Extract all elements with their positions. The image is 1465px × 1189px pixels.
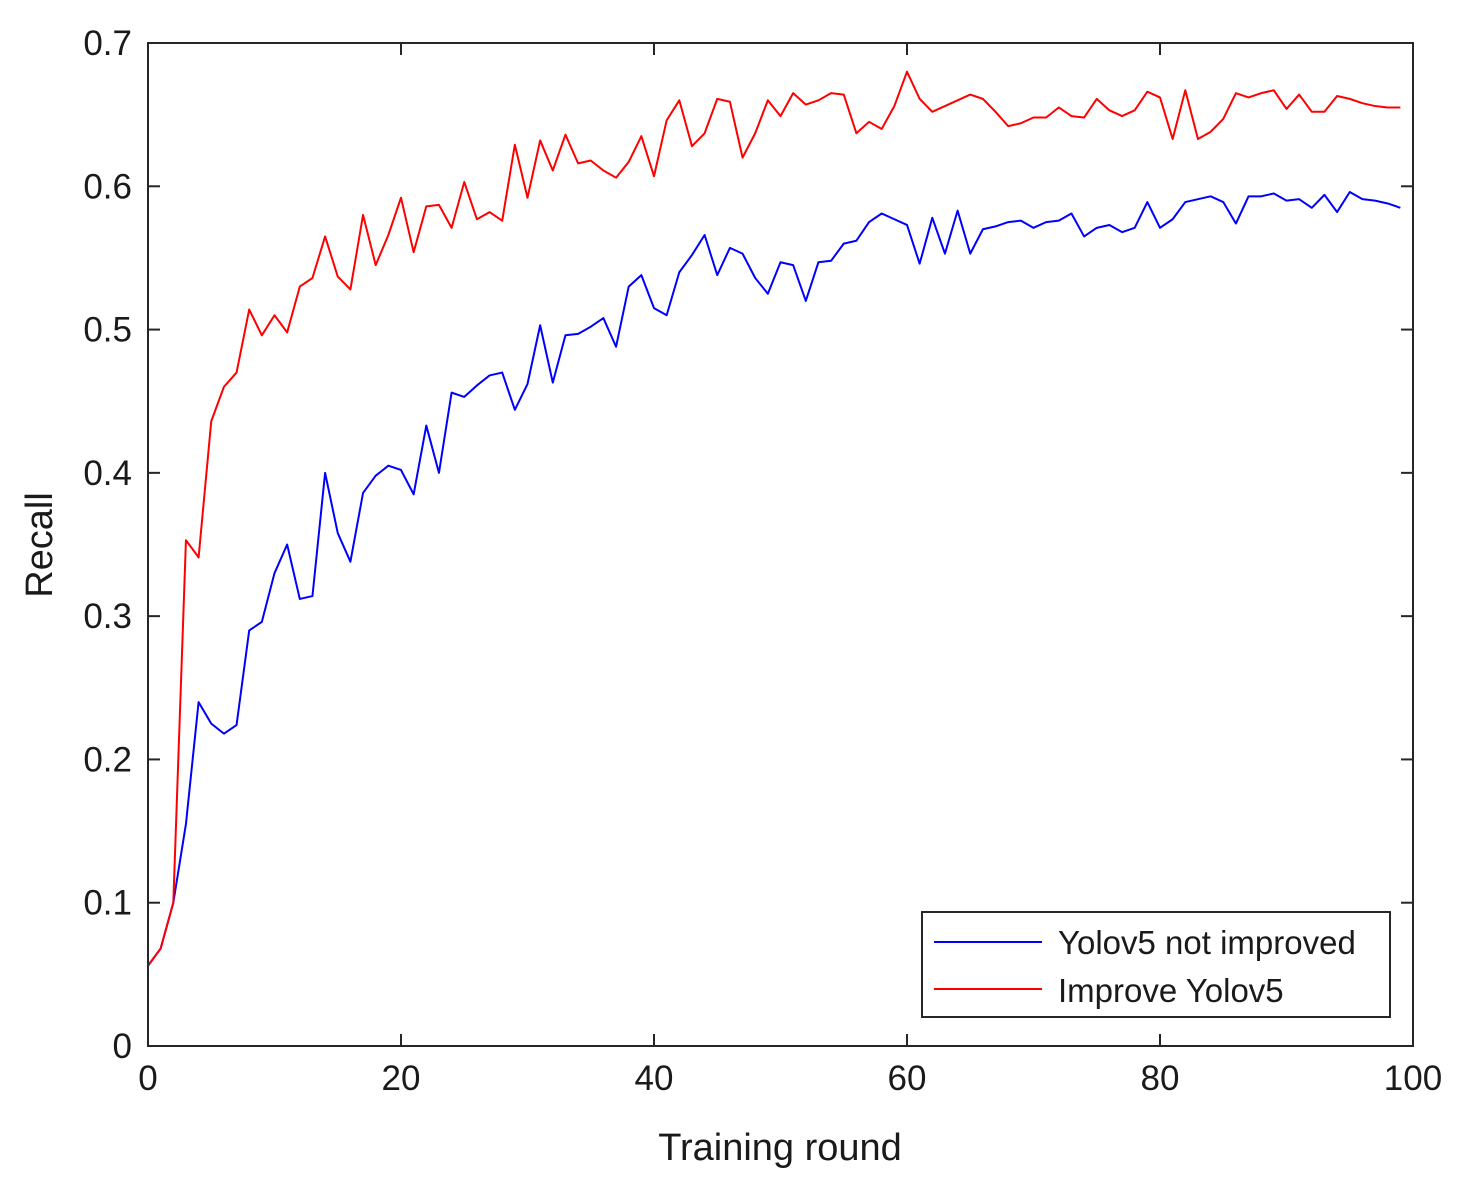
- y-axis-ticks: 0 0.1 0.2 0.3 0.4 0.5 0.6 0.7: [83, 24, 1413, 1066]
- y-tick-label: 0.5: [83, 311, 132, 350]
- legend: Yolov5 not improved Improve Yolov5: [921, 911, 1391, 1018]
- x-tick-label: 40: [635, 1059, 674, 1098]
- y-tick-label: 0.6: [83, 167, 132, 206]
- series-line-improve-yolov5: [147, 70, 1401, 967]
- x-tick-label: 80: [1141, 1059, 1180, 1098]
- y-tick-label: 0.7: [83, 24, 132, 63]
- axes-box: [147, 42, 1414, 1047]
- x-axis-label: Training round: [658, 1127, 902, 1169]
- x-tick-label: 60: [888, 1059, 927, 1098]
- series-layer: [147, 70, 1401, 967]
- legend-box: [921, 911, 1391, 1018]
- legend-label-yolov5-not-improved: Yolov5 not improved: [1058, 924, 1356, 961]
- x-tick-label: 100: [1384, 1059, 1442, 1098]
- series-line-yolov5-not-improved: [147, 191, 1401, 967]
- y-tick-label: 0.2: [83, 740, 132, 779]
- y-tick-label: 0.4: [83, 454, 132, 493]
- legend-label-improve-yolov5: Improve Yolov5: [1058, 972, 1284, 1009]
- y-axis-label: Recall: [19, 492, 61, 598]
- x-tick-label: 20: [382, 1059, 421, 1098]
- y-tick-label: 0.1: [83, 884, 132, 923]
- x-tick-label: 0: [138, 1059, 157, 1098]
- y-tick-label: 0: [113, 1027, 132, 1066]
- y-tick-label: 0.3: [83, 597, 132, 636]
- x-axis-ticks: 0 20 40 60 80 100: [138, 43, 1442, 1098]
